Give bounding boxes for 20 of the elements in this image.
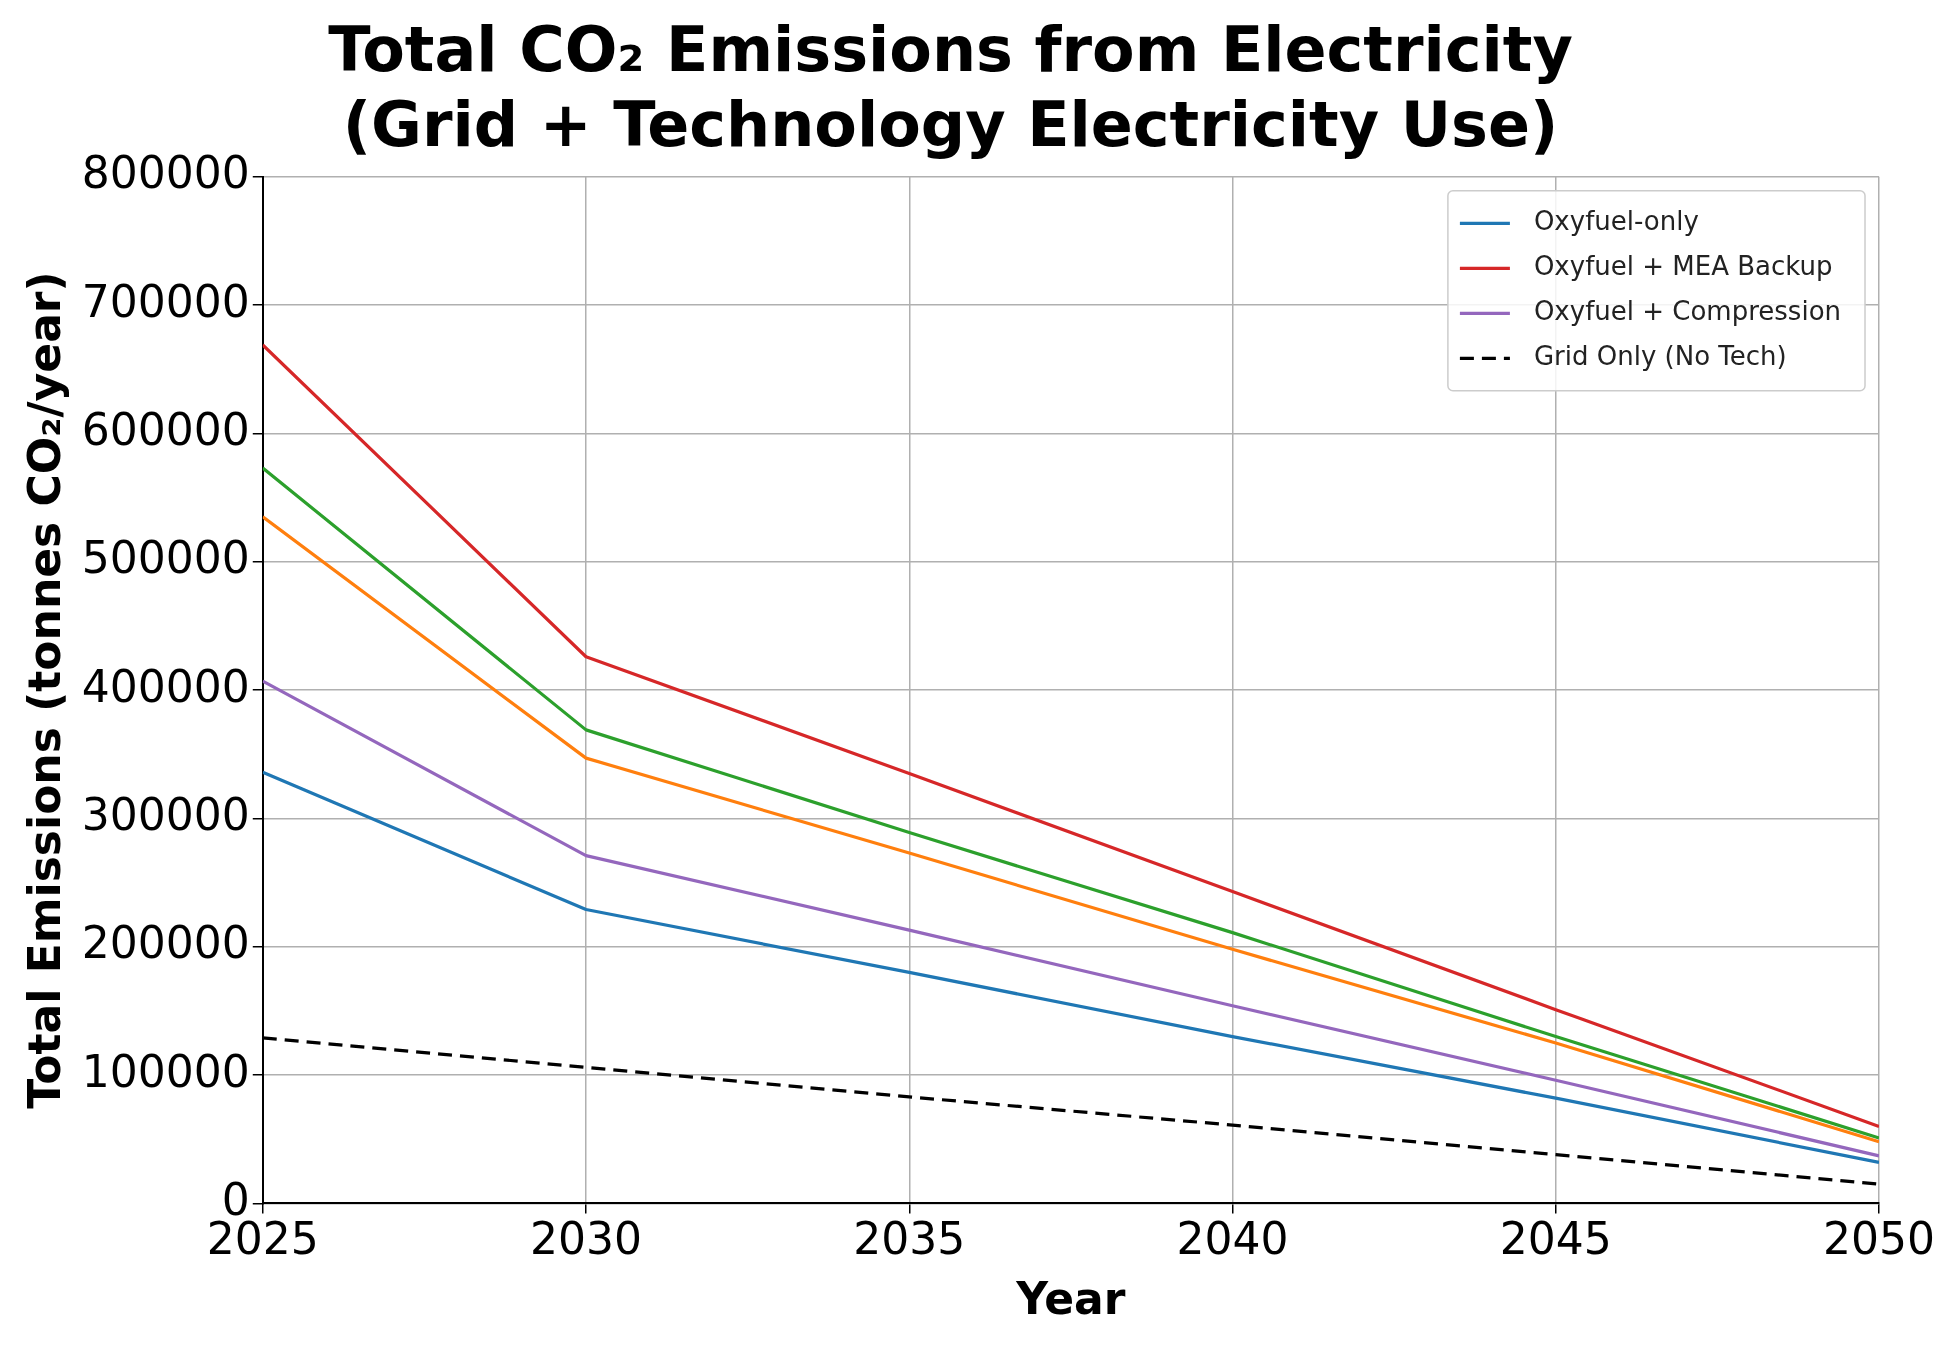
chart-title: Total CO₂ Emissions from Electricity (Grid + Technology Electricity Use) — [328, 13, 1573, 161]
y-tick-label: 300000 — [81, 788, 250, 840]
legend-label: Grid Only (No Tech) — [1533, 341, 1787, 372]
y-tick-label: 600000 — [81, 403, 250, 455]
legend-label: Oxyfuel + MEA Backup — [1533, 251, 1833, 282]
y-tick-label: 200000 — [81, 917, 250, 969]
y-tick-label: 800000 — [81, 147, 250, 199]
x-tick-label: 2040 — [1176, 1213, 1289, 1265]
x-tick-label: 2030 — [530, 1213, 643, 1265]
y-tick-label: 100000 — [81, 1045, 250, 1097]
x-tick-label: 2035 — [853, 1213, 966, 1265]
legend-label: Oxyfuel + Compression — [1533, 296, 1842, 327]
x-axis-title: Year — [1015, 1273, 1126, 1325]
x-tick-label: 2050 — [1823, 1213, 1935, 1265]
y-tick-label: 700000 — [81, 275, 250, 327]
y-axis-title: Total Emissions (tonnes CO₂/year) — [18, 271, 70, 1109]
legend-label: Oxyfuel-only — [1533, 206, 1699, 237]
y-tick-label: 400000 — [81, 660, 250, 712]
y-tick-label: 500000 — [81, 532, 250, 584]
x-tick-label: 2045 — [1499, 1213, 1612, 1265]
